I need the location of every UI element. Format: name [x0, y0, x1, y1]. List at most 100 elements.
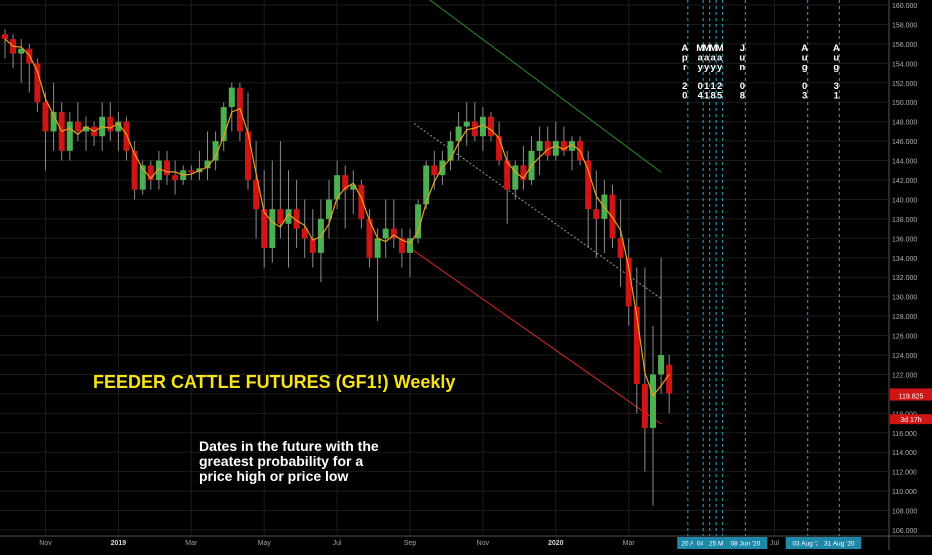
candle-body: [245, 131, 251, 180]
future-date-label-char: 3: [802, 91, 807, 102]
candle-down: [633, 267, 640, 414]
candle-body: [447, 141, 454, 161]
note-line-3: price high or price low: [199, 468, 349, 484]
chart-note: Dates in the future with the greatest pr…: [199, 439, 419, 484]
candle-up: [285, 170, 292, 268]
future-date-axis-label: 31 Aug '20: [824, 541, 855, 548]
candle-body: [593, 209, 600, 219]
candle-body: [431, 165, 438, 176]
y-tick-label: 116.000: [892, 431, 917, 438]
candle-down: [277, 141, 284, 239]
trendline: [409, 247, 662, 425]
future-date-label-char: 1: [704, 91, 710, 102]
candle-body: [309, 238, 316, 253]
candle-body: [18, 48, 25, 54]
candle-body: [544, 141, 551, 156]
future-date-label-char: y: [704, 62, 710, 73]
moving-average-line: [4, 38, 670, 397]
candle-body: [390, 228, 397, 239]
candle-body: [123, 121, 130, 151]
future-date-label-char: M: [716, 43, 724, 54]
candle-body: [512, 165, 519, 190]
candle-body: [552, 141, 559, 156]
y-tick-label: 150.000: [892, 100, 917, 107]
trendline: [429, 0, 662, 173]
candle-body: [188, 170, 195, 173]
y-tick-label: 128.000: [892, 314, 917, 321]
candle-body: [66, 121, 73, 151]
future-date-label-char: y: [698, 62, 704, 73]
candle-body: [504, 160, 511, 190]
future-date-label-char: M: [696, 43, 704, 54]
x-tick-label: Jul: [333, 540, 342, 547]
candle-body: [83, 126, 89, 132]
candle-body: [398, 238, 405, 253]
candle-up: [50, 82, 57, 151]
future-date-label-char: 0: [740, 81, 745, 92]
candle-body: [463, 121, 470, 127]
future-date-label-char: 3: [834, 81, 839, 92]
x-tick-label: Mar: [185, 540, 198, 547]
x-tick-label: Sep: [404, 540, 417, 547]
candle-down: [301, 199, 308, 258]
y-tick-label: 148.000: [892, 120, 917, 127]
candle-up: [334, 160, 341, 210]
future-date-label-char: 2: [717, 81, 722, 92]
candle-up: [220, 102, 227, 151]
candle-body: [625, 257, 632, 307]
future-date-label-char: a: [704, 53, 710, 64]
candle-body: [301, 228, 308, 239]
candle-up: [155, 150, 162, 190]
y-tick-label: 144.000: [892, 159, 917, 166]
candle-up: [479, 107, 486, 151]
x-tick-label: May: [258, 540, 272, 547]
future-date-label-char: r: [683, 62, 687, 73]
future-date-axis-box: [723, 537, 768, 549]
trendlines: [409, 0, 662, 425]
candle-down: [520, 145, 527, 190]
candle-body: [488, 116, 494, 137]
y-tick-label: 140.000: [892, 197, 917, 204]
candle-body: [479, 116, 486, 137]
candle-down: [293, 180, 300, 249]
candle-body: [50, 111, 57, 132]
future-date-axis-label: 25 M: [709, 541, 723, 548]
candle-body: [155, 160, 162, 180]
price-label: 119.825: [899, 394, 924, 401]
candle-body: [536, 141, 543, 151]
candle-up: [115, 111, 122, 151]
candle-down: [123, 116, 130, 161]
x-tick-label: 2020: [548, 540, 564, 547]
candle-body: [374, 238, 381, 258]
candle-body: [334, 175, 341, 200]
y-tick-label: 130.000: [892, 295, 917, 302]
future-date-lines: [687, 0, 840, 536]
candle-down: [131, 141, 138, 200]
y-tick-label: 132.000: [892, 275, 917, 282]
future-date-label-char: u: [739, 53, 745, 64]
y-tick-label: 106.000: [892, 528, 917, 535]
candle-body: [277, 209, 284, 224]
candle-down: [261, 170, 268, 268]
future-date-label-char: A: [833, 43, 840, 54]
price-label: 3d 17h: [900, 417, 922, 424]
candle-down: [471, 102, 478, 142]
price-label-box: [890, 390, 932, 401]
candle-up: [374, 228, 381, 321]
y-tick-label: 142.000: [892, 178, 917, 185]
candle-body: [228, 87, 235, 108]
candle-body: [633, 306, 640, 385]
future-date-axis-label: 03 Aug '20: [792, 541, 823, 548]
future-date-label-char: u: [833, 53, 839, 64]
candle-body: [253, 180, 260, 210]
y-tick-label: 138.000: [892, 217, 917, 224]
candle-down: [544, 126, 551, 161]
price-label-box: [890, 414, 932, 425]
y-tick-label: 136.000: [892, 236, 917, 243]
candle-body: [269, 209, 276, 249]
